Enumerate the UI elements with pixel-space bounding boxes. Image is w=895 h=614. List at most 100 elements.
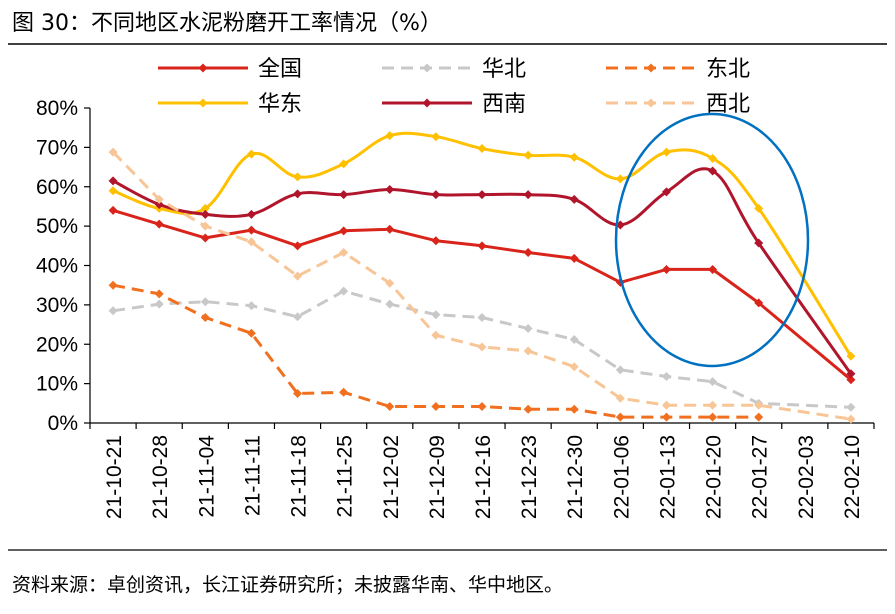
y-tick-label: 30% — [36, 294, 78, 317]
data-point — [523, 190, 533, 200]
x-axis: 21-10-21 21-10-28 21-11-04 21-11-11 21-11-18… — [89, 422, 875, 519]
data-point — [293, 241, 303, 251]
series-line — [112, 151, 852, 421]
x-tick-label: 22-01-20 — [703, 435, 726, 519]
data-point — [661, 400, 671, 410]
data-point — [154, 219, 164, 229]
y-tick-label: 20% — [36, 333, 78, 356]
data-point — [246, 328, 256, 338]
data-point — [477, 401, 487, 411]
legend-label: 华北 — [482, 57, 526, 82]
x-tick-label: 21-11-25 — [334, 435, 357, 518]
data-point — [108, 205, 118, 215]
data-point — [477, 144, 487, 154]
data-point — [108, 306, 118, 316]
x-tick-label: 22-01-13 — [656, 435, 679, 519]
data-point — [661, 412, 671, 422]
data-point — [661, 147, 671, 157]
data-point — [200, 297, 210, 307]
data-point — [523, 248, 533, 258]
x-tick-label: 21-11-11 — [241, 435, 264, 516]
data-point — [246, 149, 256, 159]
x-tick-label: 21-10-21 — [103, 435, 126, 519]
data-point — [523, 324, 533, 333]
data-point — [293, 172, 303, 182]
series-line — [112, 283, 759, 419]
y-tick-label: 70% — [36, 136, 78, 159]
x-tick-label: 21-12-09 — [426, 435, 449, 519]
data-point — [846, 369, 856, 379]
source-note: 资料来源：卓创资讯，长江证券研究所；未披露华南、华中地区。 — [12, 574, 563, 596]
series-西南 — [108, 166, 856, 379]
data-point — [708, 377, 718, 387]
legend-marker — [646, 63, 656, 73]
highlight-ellipse — [614, 112, 810, 368]
legend-marker — [422, 98, 432, 108]
data-point — [385, 401, 395, 411]
legend-label: 西南 — [482, 92, 526, 117]
legend-marker — [646, 98, 656, 108]
data-point — [615, 174, 625, 184]
data-point — [108, 176, 118, 186]
x-tick-label: 21-12-02 — [380, 435, 403, 519]
legend-item-东北: 东北 — [606, 57, 750, 82]
data-point — [200, 221, 210, 231]
y-tick-label: 10% — [36, 373, 78, 396]
data-point — [477, 312, 487, 322]
data-point — [108, 147, 118, 157]
data-point — [477, 342, 487, 352]
data-point — [200, 209, 210, 219]
data-point — [661, 187, 671, 197]
legend-item-西北: 西北 — [606, 92, 750, 117]
data-point — [200, 233, 210, 243]
data-point — [293, 189, 303, 199]
data-point — [615, 393, 625, 403]
data-point — [523, 150, 533, 160]
data-point — [154, 289, 164, 299]
y-tick-label: 0% — [48, 412, 78, 435]
data-point — [431, 190, 441, 200]
data-point — [431, 330, 441, 340]
series-layer — [108, 131, 856, 424]
series-line — [112, 289, 851, 409]
data-point — [246, 225, 256, 235]
data-point — [846, 351, 856, 361]
legend-marker — [198, 63, 208, 73]
data-point — [385, 185, 395, 195]
data-point — [754, 203, 764, 213]
data-point — [569, 404, 579, 414]
data-point — [293, 388, 303, 398]
x-tick-label: 22-02-10 — [841, 435, 864, 519]
data-point — [200, 312, 210, 322]
data-point — [569, 194, 579, 204]
data-point — [154, 194, 164, 204]
x-tick-label: 21-12-23 — [518, 435, 541, 519]
data-point — [754, 400, 764, 410]
data-point — [661, 264, 671, 274]
series-西北 — [108, 147, 856, 424]
data-point — [523, 346, 533, 356]
data-point — [339, 387, 349, 397]
data-point — [569, 152, 579, 162]
data-point — [431, 132, 441, 142]
data-point — [615, 412, 625, 422]
data-point — [708, 412, 718, 422]
series-华北 — [108, 286, 856, 412]
legend-marker — [422, 63, 432, 73]
data-point — [431, 236, 441, 246]
data-point — [569, 253, 579, 263]
data-point — [846, 402, 856, 412]
data-point — [154, 299, 164, 309]
data-point — [108, 186, 118, 196]
y-axis: 0% 10% 20% 30% 40% 50% 60% 70% 80% — [36, 97, 91, 435]
data-point — [431, 401, 441, 411]
x-tick-label: 21-12-30 — [564, 435, 587, 519]
series-东北 — [108, 280, 764, 422]
y-tick-label: 80% — [36, 97, 78, 120]
data-point — [754, 412, 764, 422]
x-tick-label: 21-10-28 — [149, 435, 172, 519]
data-point — [385, 299, 395, 309]
x-tick-label: 22-02-03 — [795, 435, 818, 519]
legend-item-华东: 华东 — [158, 92, 302, 117]
